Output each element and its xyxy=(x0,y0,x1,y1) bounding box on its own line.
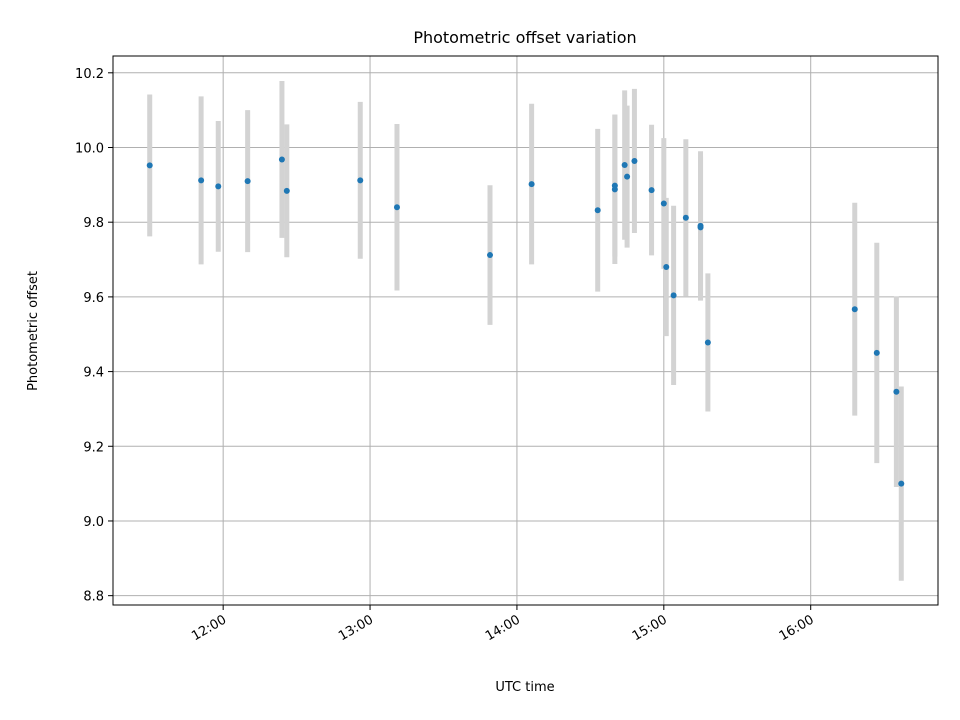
data-points xyxy=(146,156,905,487)
grid xyxy=(113,56,938,605)
data-point xyxy=(670,292,677,299)
data-point xyxy=(648,187,655,194)
data-point xyxy=(594,207,601,214)
data-point xyxy=(198,177,205,184)
y-tick-label: 9.0 xyxy=(83,515,104,530)
data-point xyxy=(682,214,689,221)
data-point xyxy=(873,349,880,356)
data-point xyxy=(357,177,364,184)
chart-title: Photometric offset variation xyxy=(413,28,636,47)
data-point xyxy=(851,306,858,313)
y-tick-label: 10.0 xyxy=(75,142,104,157)
data-point xyxy=(631,157,638,164)
data-point xyxy=(624,173,631,180)
data-point xyxy=(893,388,900,395)
data-point xyxy=(660,200,667,207)
data-point xyxy=(663,264,670,271)
y-tick-label: 9.4 xyxy=(83,366,104,381)
y-tick-label: 9.6 xyxy=(83,291,104,306)
data-point xyxy=(393,204,400,211)
data-point xyxy=(697,224,704,231)
data-point xyxy=(244,178,251,185)
y-tick-label: 8.8 xyxy=(83,590,104,605)
x-axis-title: UTC time xyxy=(495,680,554,695)
plot-frame xyxy=(112,55,939,606)
y-tick-label: 9.2 xyxy=(83,440,104,455)
data-point xyxy=(278,156,285,163)
data-point xyxy=(704,339,711,346)
data-point xyxy=(146,162,153,169)
data-point xyxy=(621,162,628,169)
data-point xyxy=(487,252,494,259)
y-tick-label: 10.2 xyxy=(75,67,104,82)
data-point xyxy=(215,183,222,190)
data-point xyxy=(528,181,535,188)
y-tick-label: 9.8 xyxy=(83,216,104,231)
y-axis-title: Photometric offset xyxy=(26,271,41,391)
data-point xyxy=(611,182,618,189)
data-point xyxy=(283,187,290,194)
data-point xyxy=(898,480,905,487)
